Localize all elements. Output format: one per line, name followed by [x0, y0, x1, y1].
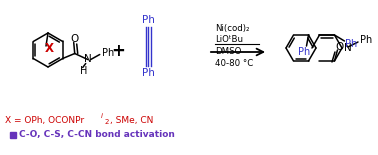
Text: Ph: Ph	[345, 39, 358, 49]
Text: N: N	[344, 43, 352, 53]
FancyArrowPatch shape	[211, 49, 263, 55]
Text: O: O	[335, 42, 344, 52]
Text: X = OPh, OCONPr: X = OPh, OCONPr	[5, 115, 84, 124]
Text: 40-80 °C: 40-80 °C	[215, 60, 253, 69]
Text: C-O, C-S, C-CN bond activation: C-O, C-S, C-CN bond activation	[19, 131, 175, 140]
Bar	[10, 132, 15, 138]
Text: N: N	[84, 55, 91, 64]
Text: +: +	[111, 42, 125, 60]
Text: Ph: Ph	[142, 15, 155, 25]
Text: Ph: Ph	[298, 47, 311, 57]
Text: LiOᵗBu: LiOᵗBu	[215, 35, 243, 44]
Text: Ph: Ph	[142, 68, 155, 78]
Text: O: O	[71, 35, 79, 44]
Text: X: X	[45, 42, 54, 55]
Text: DMSO: DMSO	[215, 47, 242, 57]
Text: Ni(cod)₂: Ni(cod)₂	[215, 24, 249, 33]
Text: i: i	[101, 113, 103, 119]
Text: , SMe, CN: , SMe, CN	[110, 115, 153, 124]
Text: H: H	[80, 66, 87, 75]
Text: Ph: Ph	[360, 35, 372, 45]
Text: Ph: Ph	[102, 49, 114, 58]
Text: 2: 2	[105, 119, 109, 125]
